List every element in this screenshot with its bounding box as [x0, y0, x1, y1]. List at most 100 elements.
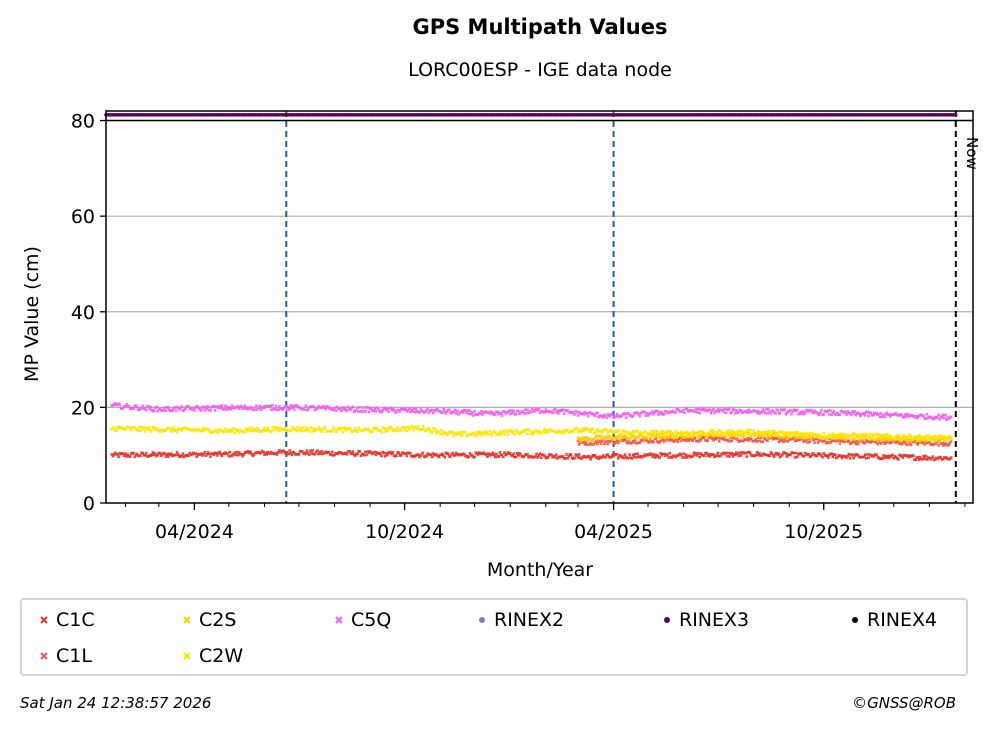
data-point	[864, 432, 868, 436]
data-point	[811, 411, 815, 415]
data-point	[916, 436, 920, 440]
data-point	[655, 430, 659, 434]
data-point	[276, 426, 280, 430]
data-point	[757, 439, 761, 443]
data-point	[651, 454, 655, 459]
data-point	[651, 429, 655, 434]
data-point	[739, 432, 743, 436]
data-point	[893, 436, 897, 441]
data-point	[620, 432, 624, 436]
data-point	[696, 451, 701, 455]
data-point	[383, 454, 387, 458]
data-point	[682, 408, 686, 412]
data-point	[351, 450, 355, 454]
data-point	[853, 437, 857, 442]
data-point	[123, 404, 128, 409]
chart-subtitle: LORC00ESP - IGE data node	[408, 59, 672, 81]
data-point	[555, 409, 559, 413]
data-point	[546, 430, 550, 434]
data-point	[848, 456, 852, 460]
data-point	[594, 439, 598, 443]
data-point	[879, 436, 883, 440]
data-point	[887, 412, 891, 417]
data-point	[180, 404, 184, 409]
data-point	[499, 433, 503, 437]
data-point	[467, 412, 471, 416]
data-point	[386, 410, 391, 414]
data-point	[218, 450, 222, 454]
data-point	[904, 438, 908, 443]
data-point	[180, 428, 184, 433]
data-point	[595, 411, 600, 415]
data-point	[203, 408, 207, 413]
data-point	[350, 452, 354, 456]
now-label: Now	[963, 137, 981, 170]
x-tick-label: 04/2024	[155, 521, 234, 543]
data-point	[318, 450, 322, 454]
data-point	[383, 406, 387, 410]
data-point	[230, 429, 234, 433]
data-point	[847, 439, 851, 443]
data-point	[905, 412, 910, 416]
data-point	[272, 428, 276, 432]
data-point	[367, 410, 371, 414]
data-point	[626, 456, 631, 460]
data-point	[218, 404, 222, 408]
data-point	[727, 439, 732, 443]
data-point	[888, 414, 892, 419]
data-point	[501, 455, 505, 459]
data-point	[286, 452, 291, 456]
data-point	[645, 411, 649, 415]
data-point	[732, 408, 736, 412]
data-point	[722, 437, 726, 441]
data-point	[358, 449, 362, 453]
data-point	[670, 431, 674, 435]
data-point	[282, 449, 286, 453]
data-point	[213, 429, 217, 434]
data-point	[292, 407, 296, 412]
data-point	[829, 435, 833, 439]
data-point	[865, 452, 869, 457]
data-point	[827, 412, 832, 417]
legend-label: C5Q	[351, 609, 392, 631]
data-point	[285, 408, 290, 412]
data-point	[351, 405, 355, 409]
data-point	[505, 430, 509, 434]
data-point	[202, 429, 206, 433]
data-point	[274, 404, 278, 408]
data-layer	[104, 113, 958, 462]
data-point	[923, 457, 927, 461]
data-point	[645, 436, 649, 440]
data-point	[355, 406, 360, 410]
data-point	[707, 432, 711, 436]
data-point	[605, 428, 609, 432]
data-point	[850, 440, 855, 444]
data-point	[253, 427, 257, 431]
data-point	[755, 439, 759, 444]
data-point	[830, 413, 834, 417]
data-point	[208, 455, 213, 459]
data-point	[652, 412, 656, 416]
data-point	[664, 431, 668, 435]
data-point	[866, 414, 871, 418]
data-point	[609, 428, 613, 432]
data-point	[585, 436, 589, 440]
data-point	[233, 431, 237, 435]
data-point	[274, 425, 278, 430]
data-point	[502, 409, 507, 413]
data-point	[349, 427, 353, 431]
data-point	[320, 430, 324, 434]
data-point	[304, 428, 308, 433]
data-point	[479, 433, 484, 437]
data-point	[846, 409, 850, 413]
data-point	[151, 450, 155, 455]
data-point	[737, 454, 741, 458]
data-point	[843, 410, 848, 414]
data-point	[787, 430, 791, 434]
data-point	[216, 430, 221, 434]
data-point	[734, 408, 739, 412]
series-c2w	[110, 424, 953, 442]
data-point	[750, 432, 755, 436]
series-c1c	[110, 448, 953, 462]
data-point	[745, 428, 749, 433]
